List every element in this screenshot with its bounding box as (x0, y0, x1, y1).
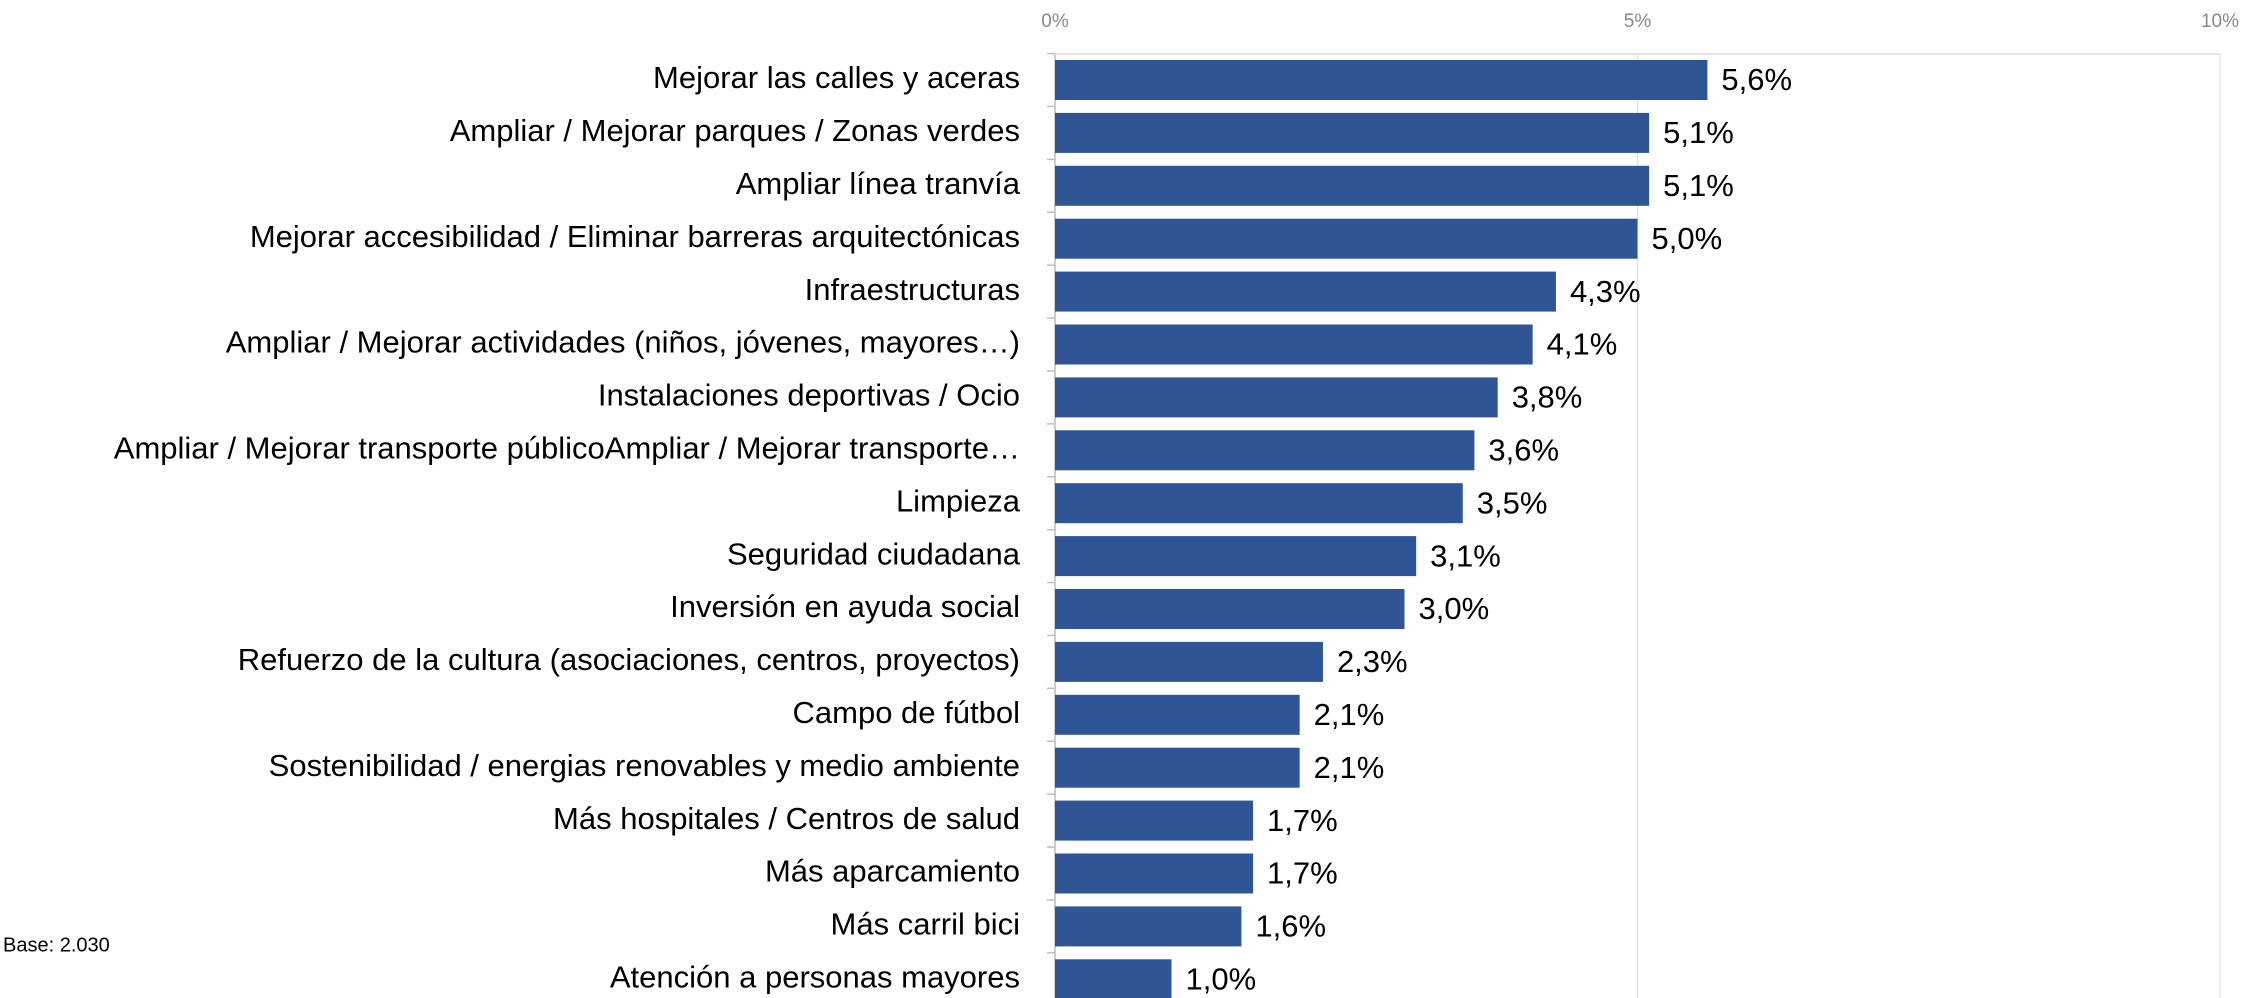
bar (1055, 377, 1498, 418)
category-label: Ampliar / Mejorar parques / Zonas verdes (450, 113, 1020, 148)
value-label: 1,6% (1255, 909, 1326, 944)
bar (1055, 60, 1708, 100)
category-label: Instalaciones deportivas / Ocio (598, 378, 1020, 413)
category-label: Campo de fútbol (793, 695, 1020, 730)
value-label: 3,5% (1477, 485, 1548, 520)
bar (1055, 906, 1242, 947)
bar (1055, 165, 1650, 206)
category-label: Ampliar / Mejorar transporte públicoAmpl… (114, 430, 1020, 465)
category-label: Ampliar línea tranvía (736, 166, 1021, 201)
value-label: 2,3% (1337, 644, 1408, 679)
category-label: Mejorar accesibilidad / Eliminar barrera… (250, 219, 1020, 254)
value-label: 2,1% (1314, 750, 1385, 785)
category-label: Inversión en ayuda social (670, 589, 1020, 624)
value-label: 1,7% (1267, 803, 1338, 838)
x-tick-label: 5% (1624, 11, 1652, 32)
bar (1055, 271, 1556, 312)
bar (1055, 324, 1533, 365)
value-label: 1,7% (1267, 856, 1338, 891)
bar (1055, 800, 1254, 841)
category-label: Infraestructuras (805, 272, 1020, 307)
value-label: 3,6% (1488, 432, 1559, 467)
value-label: 4,3% (1570, 274, 1641, 309)
category-label: Limpieza (896, 483, 1021, 518)
bar (1055, 536, 1417, 577)
x-tick-label: 0% (1041, 11, 1069, 32)
category-label: Ampliar / Mejorar actividades (niños, jó… (226, 325, 1020, 360)
bar (1055, 112, 1650, 153)
value-label: 1,0% (1186, 961, 1257, 996)
category-label: Más aparcamiento (765, 854, 1020, 889)
category-label: Más carril bici (831, 907, 1020, 942)
category-label: Mejorar las calles y aceras (653, 60, 1020, 95)
bar (1055, 218, 1638, 259)
bar (1055, 747, 1300, 788)
bar (1055, 959, 1172, 998)
bar (1055, 589, 1405, 629)
bar (1055, 430, 1475, 471)
category-label: Sostenibilidad / energias renovables y m… (269, 748, 1020, 783)
value-label: 5,1% (1663, 115, 1734, 150)
bar (1055, 483, 1463, 524)
value-label: 3,8% (1512, 380, 1583, 415)
bar (1055, 853, 1254, 894)
bar (1055, 694, 1300, 735)
annotation: Base: 2.030 (3, 934, 110, 956)
value-label: 5,1% (1663, 168, 1734, 203)
value-label: 3,0% (1419, 591, 1490, 626)
category-label: Más hospitales / Centros de salud (553, 801, 1020, 836)
value-label: 5,6% (1721, 62, 1792, 97)
category-label: Atención a personas mayores (610, 959, 1020, 994)
value-label: 2,1% (1314, 697, 1385, 732)
value-label: 5,0% (1652, 221, 1723, 256)
value-label: 3,1% (1430, 538, 1501, 573)
category-label: Refuerzo de la cultura (asociaciones, ce… (238, 642, 1020, 677)
bar (1055, 641, 1323, 682)
category-label: Seguridad ciudadana (727, 536, 1021, 571)
x-tick-label: 10% (2201, 11, 2239, 32)
value-label: 4,1% (1547, 327, 1618, 362)
